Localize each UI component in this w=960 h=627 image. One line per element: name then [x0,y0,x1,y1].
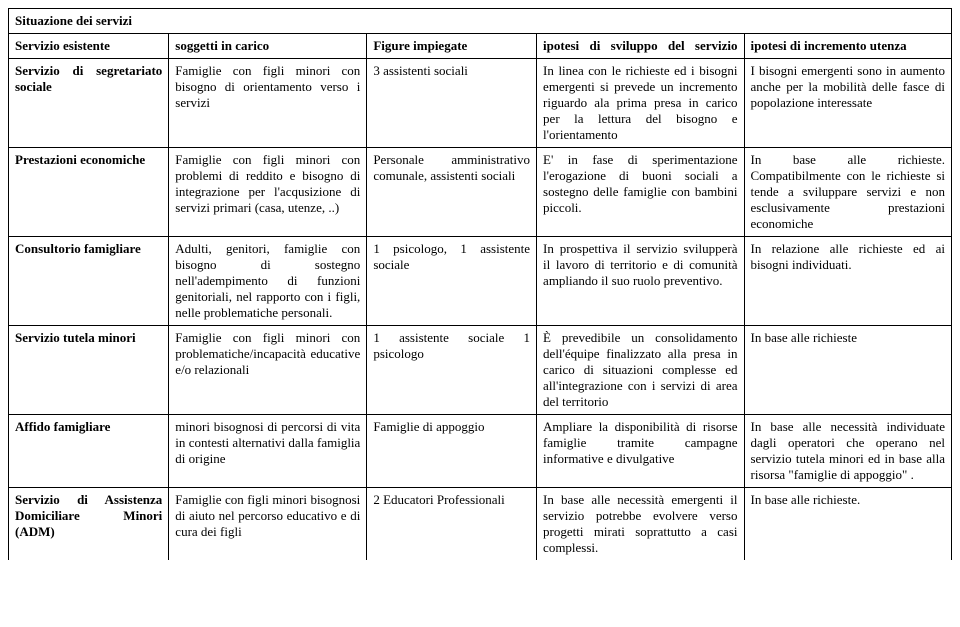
table-cell: 3 assistenti sociali [367,59,537,148]
table-cell: I bisogni emergenti sono in aumento anch… [744,59,952,148]
column-header: Figure impiegate [367,34,537,59]
service-name: Servizio di segretariato sociale [9,59,169,148]
column-header: ipotesi di incremento utenza [744,34,952,59]
table-cell: In base alle necessità individuate dagli… [744,415,952,488]
service-name: Servizio tutela minori [9,326,169,415]
service-name: Prestazioni economiche [9,148,169,237]
table-cell: Ampliare la disponibilità di risorse fam… [537,415,744,488]
table-cell: E' in fase di sperimentazione l'erogazio… [537,148,744,237]
table-cell: minori bisognosi di percorsi di vita in … [169,415,367,488]
service-name: Consultorio famigliare [9,237,169,326]
table-cell: In base alle necessità emergenti il serv… [537,488,744,561]
table-cell: È prevedibile un consolidamento dell'équ… [537,326,744,415]
table-cell: In relazione alle richieste ed ai bisogn… [744,237,952,326]
table-cell: 1 psicologo, 1 assistente sociale [367,237,537,326]
column-header: soggetti in carico [169,34,367,59]
table-cell: 2 Educatori Professionali [367,488,537,561]
service-name: Servizio di Assistenza Domiciliare Minor… [9,488,169,561]
table-cell: Famiglie con figli minori con bisogno di… [169,59,367,148]
table-cell: Adulti, genitori, famiglie con bisogno d… [169,237,367,326]
table-cell: Personale amministrativo comunale, assis… [367,148,537,237]
table-title: Situazione dei servizi [9,9,952,34]
table-cell: In prospettiva il servizio svilupperà il… [537,237,744,326]
service-name: Affido famigliare [9,415,169,488]
table-cell: Famiglie con figli minori con problemati… [169,326,367,415]
table-cell: 1 assistente sociale 1 psicologo [367,326,537,415]
table-cell: Famiglie con figli minori bisognosi di a… [169,488,367,561]
services-table: Situazione dei serviziServizio esistente… [8,8,952,560]
table-cell: Famiglie di appoggio [367,415,537,488]
column-header: Servizio esistente [9,34,169,59]
table-cell: In base alle richieste [744,326,952,415]
table-cell: Famiglie con figli minori con problemi d… [169,148,367,237]
column-header: ipotesi di sviluppo del servizio [537,34,744,59]
table-cell: In base alle richieste. Compatibilmente … [744,148,952,237]
table-cell: In base alle richieste. [744,488,952,561]
table-cell: In linea con le richieste ed i bisogni e… [537,59,744,148]
